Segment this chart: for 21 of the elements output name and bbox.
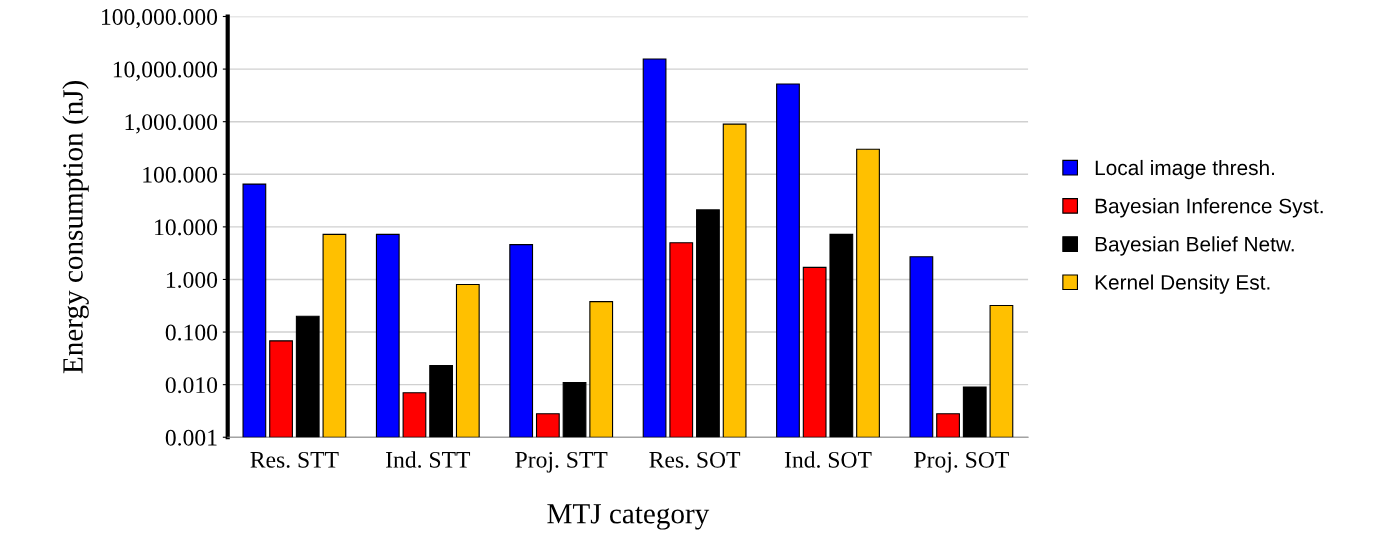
y-tick-label: 1.000 xyxy=(166,271,218,288)
legend-label: Bayesian Inference Syst. xyxy=(1095,198,1323,218)
y-tick-label: 0.001 xyxy=(165,429,217,446)
y-tick-label: 1,000.000 xyxy=(125,114,218,134)
y-tick-label: 10.000 xyxy=(155,219,218,236)
y-tick-label: 0.100 xyxy=(165,324,218,341)
x-tick-label: Proj. SOT xyxy=(914,451,1009,473)
y-tick-label: 100,000.000 xyxy=(102,8,218,29)
y-axis-title: Energy consumption (nJ) xyxy=(62,80,89,374)
y-tick-label: 100.000 xyxy=(143,166,218,183)
legend-label: Bayesian Belief Netw. xyxy=(1095,236,1294,256)
x-tick-label: Res. STT xyxy=(250,451,339,468)
legend-label: Local image thresh. xyxy=(1095,159,1275,180)
legend-label: Kernel Density Est. xyxy=(1095,274,1270,294)
x-axis-title: MTJ category xyxy=(547,504,710,530)
x-tick-label: Ind. STT xyxy=(386,451,471,468)
x-tick-label: Ind. SOT xyxy=(784,451,872,468)
x-tick-label: Proj. STT xyxy=(515,451,608,473)
x-tick-label: Res. SOT xyxy=(649,451,741,468)
y-tick-label: 0.010 xyxy=(165,377,218,394)
y-tick-label: 10,000.000 xyxy=(113,61,218,81)
